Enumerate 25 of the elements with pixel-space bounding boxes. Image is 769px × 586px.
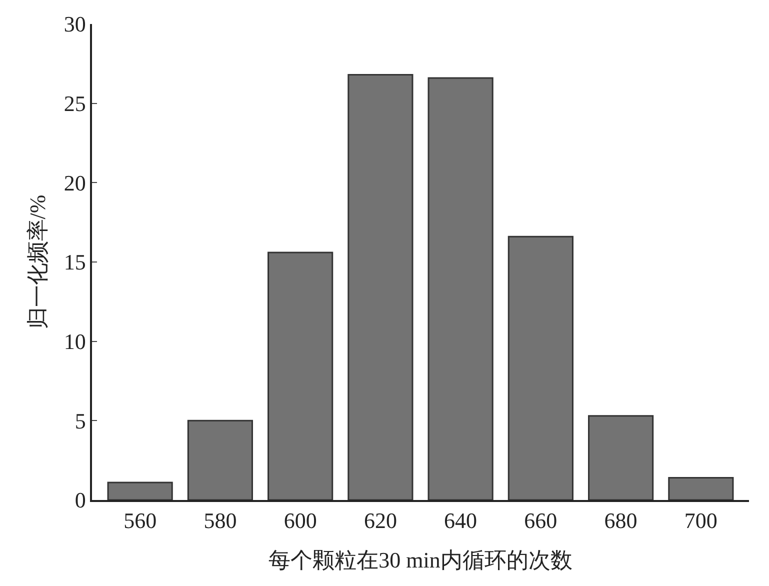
bar <box>107 482 173 500</box>
x-axis-title: 每个颗粒在30 min内循环的次数 <box>268 548 572 573</box>
bar <box>588 415 654 500</box>
y-axis-title: 归一化频率/% <box>25 194 50 330</box>
x-tick-label: 560 <box>124 508 157 534</box>
x-tick-label: 640 <box>444 508 478 534</box>
x-tick-label: 660 <box>524 508 558 534</box>
bar <box>428 77 494 500</box>
bar <box>187 420 253 500</box>
x-tick-label: 620 <box>364 508 397 534</box>
y-tick-label: 25 <box>64 91 86 116</box>
x-tick-label: 600 <box>284 508 317 534</box>
x-tick-label: 700 <box>684 508 718 534</box>
y-tick-label: 15 <box>64 250 86 275</box>
bar <box>668 477 734 500</box>
y-tick-label: 30 <box>64 12 86 37</box>
y-tick-label: 10 <box>64 329 86 354</box>
bar <box>348 74 414 500</box>
x-tick-label: 580 <box>204 508 237 534</box>
y-tick-label: 20 <box>64 170 86 196</box>
bar <box>508 236 574 500</box>
bar <box>268 252 334 500</box>
y-tick-label: 0 <box>74 488 86 513</box>
x-tick-label: 680 <box>604 508 638 534</box>
y-tick-label: 5 <box>74 408 86 434</box>
